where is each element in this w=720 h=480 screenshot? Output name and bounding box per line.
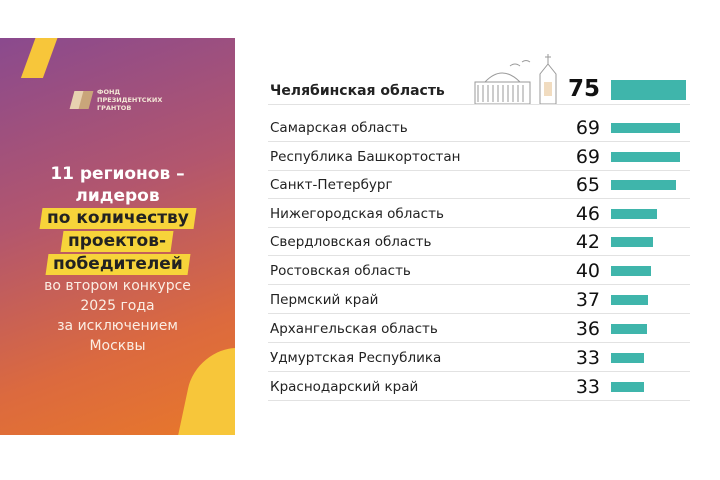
- chart-row: Удмуртская Республика 33: [268, 343, 690, 372]
- chart-row: Ростовская область 40: [268, 256, 690, 285]
- subtitle-line: 2025 года: [80, 298, 155, 314]
- region-label: Челябинская область: [270, 83, 445, 99]
- bar: [611, 324, 647, 334]
- decor-shape: [173, 348, 235, 435]
- value-label: 65: [575, 174, 600, 196]
- region-label: Ростовская область: [270, 263, 411, 279]
- value-label: 36: [575, 318, 600, 340]
- chart-row: Архангельская область 36: [268, 314, 690, 343]
- subtitle-line: во втором конкурсе: [44, 278, 191, 294]
- region-label: Пермский край: [270, 292, 379, 308]
- info-panel: ФОНД ПРЕЗИДЕНТСКИХ ГРАНТОВ 11 регионов –…: [0, 38, 235, 435]
- chart-row: Пермский край 37: [268, 285, 690, 314]
- bar: [611, 80, 686, 100]
- value-label: 40: [575, 260, 600, 282]
- value-label: 33: [575, 347, 600, 369]
- bar: [611, 295, 648, 305]
- decor-shape: [20, 38, 62, 78]
- value-label: 37: [575, 289, 600, 311]
- bar: [611, 180, 676, 190]
- region-label: Краснодарский край: [270, 379, 419, 395]
- region-label: Свердловская область: [270, 234, 432, 250]
- highlight-text: победителей: [52, 254, 183, 274]
- highlight-text: проектов-: [68, 231, 167, 251]
- value-label: 69: [575, 117, 600, 139]
- bar: [611, 123, 680, 133]
- title-line: 11 регионов –: [50, 164, 185, 184]
- chart-row: Краснодарский край 33: [268, 372, 690, 401]
- chart-row: Санкт-Петербург 65: [268, 170, 690, 199]
- subtitle-line: за исключением: [57, 318, 178, 334]
- bar: [611, 266, 651, 276]
- chart-row: Свердловская область 42: [268, 227, 690, 256]
- bar: [611, 353, 644, 363]
- title-line: лидеров: [75, 186, 160, 206]
- region-label: Нижегородская область: [270, 206, 444, 222]
- subtitle-line: Москвы: [89, 338, 146, 354]
- chart-row: Республика Башкортостан 69: [268, 142, 690, 171]
- value-label: 33: [575, 376, 600, 398]
- chart-row: Челябинская область 75: [268, 73, 690, 105]
- chart-row: Самарская область 69: [268, 113, 690, 142]
- value-label: 75: [567, 76, 600, 102]
- logo-mark-icon: [69, 91, 94, 109]
- highlight-text: по количеству: [46, 208, 189, 228]
- logo: ФОНД ПРЕЗИДЕНТСКИХ ГРАНТОВ: [69, 88, 167, 112]
- region-label: Удмуртская Республика: [270, 350, 442, 366]
- region-label: Самарская область: [270, 120, 408, 136]
- region-label: Санкт-Петербург: [270, 177, 393, 193]
- region-label: Республика Башкортостан: [270, 149, 461, 165]
- bar: [611, 209, 657, 219]
- value-label: 69: [575, 146, 600, 168]
- region-label: Архангельская область: [270, 321, 438, 337]
- value-label: 42: [575, 231, 600, 253]
- chart-row: Нижегородская область 46: [268, 199, 690, 228]
- value-label: 46: [575, 203, 600, 225]
- headline: 11 регионов – лидеров по количеству прое…: [0, 163, 235, 356]
- logo-text: ФОНД ПРЕЗИДЕНТСКИХ ГРАНТОВ: [97, 88, 163, 112]
- bar: [611, 237, 653, 247]
- bar: [611, 152, 680, 162]
- bar: [611, 382, 644, 392]
